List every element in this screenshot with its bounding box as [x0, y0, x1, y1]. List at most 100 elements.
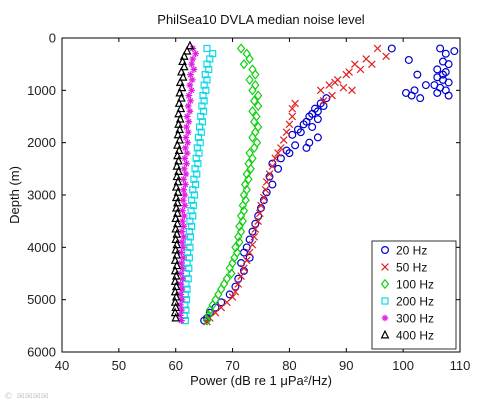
data-point — [254, 211, 263, 220]
data-point — [313, 115, 322, 124]
data-point — [186, 243, 194, 251]
data-point — [197, 112, 205, 121]
data-point — [176, 301, 184, 309]
data-point — [239, 59, 249, 70]
data-point — [195, 123, 204, 131]
data-point — [279, 136, 288, 144]
data-point — [231, 287, 240, 296]
data-point — [192, 154, 200, 162]
data-point — [185, 228, 193, 236]
data-point — [192, 50, 200, 58]
data-point — [178, 72, 188, 81]
data-point — [248, 85, 257, 96]
data-point — [175, 87, 185, 97]
data-point — [296, 128, 305, 137]
data-point — [250, 142, 259, 154]
data-point — [189, 55, 197, 63]
data-point — [179, 51, 189, 60]
data-point — [444, 60, 453, 69]
data-point — [187, 207, 195, 215]
y-tick-label: 3000 — [27, 188, 56, 203]
data-point — [245, 248, 254, 257]
legend-marker — [381, 297, 389, 305]
data-point — [282, 128, 291, 137]
data-point — [173, 140, 182, 149]
data-point — [180, 212, 188, 220]
data-point — [180, 233, 188, 241]
data-point — [185, 92, 193, 99]
data-point — [182, 45, 192, 55]
data-point — [245, 253, 254, 262]
data-point — [239, 189, 249, 201]
legend-marker — [381, 246, 390, 255]
legend-marker — [380, 329, 390, 339]
data-point — [436, 44, 445, 53]
data-point — [186, 233, 195, 241]
data-point — [277, 144, 285, 152]
data-point — [331, 78, 339, 87]
data-point — [182, 134, 190, 141]
legend-box — [371, 240, 457, 350]
data-point — [325, 81, 334, 89]
data-point — [170, 255, 180, 264]
data-point — [404, 55, 413, 64]
data-point — [285, 149, 294, 158]
data-point — [373, 44, 382, 53]
data-point — [201, 71, 209, 79]
data-point — [250, 116, 259, 127]
data-point — [178, 228, 186, 236]
data-point — [250, 95, 259, 106]
data-point — [271, 154, 280, 163]
data-point — [178, 259, 185, 267]
data-point — [177, 92, 186, 102]
data-point — [285, 120, 294, 129]
data-point — [251, 225, 260, 233]
data-point — [189, 186, 197, 194]
data-point — [237, 272, 245, 280]
data-point — [248, 153, 257, 164]
data-point — [173, 176, 183, 186]
data-point — [183, 149, 191, 157]
data-point — [180, 223, 188, 230]
data-point — [260, 193, 268, 202]
data-point — [348, 86, 356, 95]
data-point — [178, 296, 186, 304]
data-point — [180, 175, 188, 183]
data-point — [179, 207, 186, 215]
data-point — [187, 71, 194, 79]
data-point — [441, 49, 450, 58]
data-point — [234, 274, 243, 283]
data-point — [248, 106, 257, 117]
data-point — [234, 231, 243, 243]
x-axis-title: Power (dB re 1 μPa²/Hz) — [190, 373, 332, 388]
data-point — [319, 102, 328, 111]
data-point — [345, 68, 353, 76]
data-point — [190, 175, 198, 183]
data-point — [251, 69, 260, 80]
data-point — [356, 65, 365, 74]
data-point — [177, 270, 185, 277]
data-point — [181, 202, 189, 209]
data-point — [182, 170, 190, 178]
data-point — [177, 291, 185, 298]
data-point — [316, 86, 325, 95]
data-point — [180, 186, 188, 194]
data-point — [194, 133, 203, 142]
data-point — [204, 310, 213, 321]
data-point — [171, 181, 181, 191]
data-point — [178, 317, 185, 324]
data-point — [179, 254, 187, 262]
data-point — [250, 233, 259, 241]
data-point — [254, 217, 262, 225]
data-point — [238, 216, 247, 227]
data-point — [173, 187, 183, 196]
data-point — [175, 77, 185, 86]
data-point — [257, 201, 265, 210]
data-point — [174, 145, 184, 155]
data-point — [438, 70, 447, 79]
x-tick-label: 90 — [339, 358, 353, 373]
chart-title: PhilSea10 DVLA median noise level — [157, 12, 365, 27]
data-point — [308, 122, 317, 131]
data-point — [199, 91, 207, 100]
y-tick-label: 5000 — [27, 292, 56, 307]
